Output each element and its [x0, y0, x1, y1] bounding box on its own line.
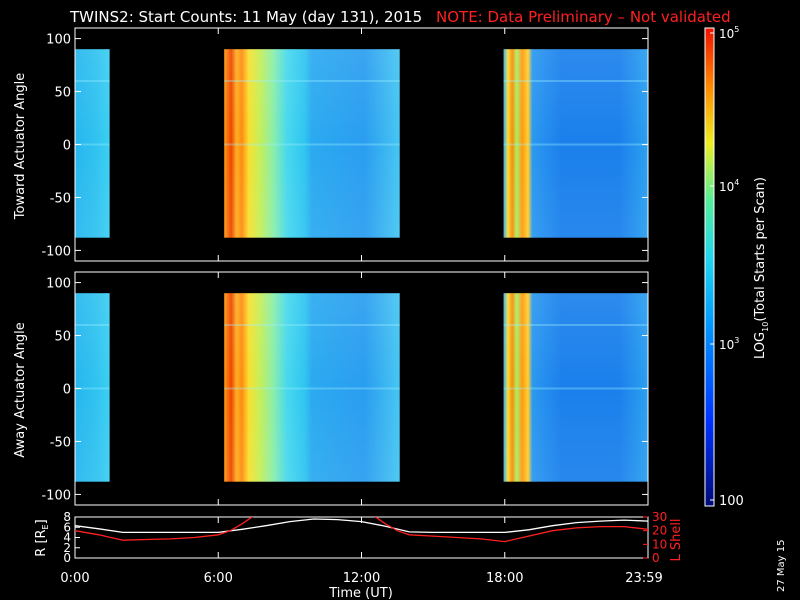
away-panel: 100 50 0 -50 -100 Away Actuator Angle [13, 271, 649, 506]
orbit-series-line [75, 517, 648, 543]
away-data-blocks [75, 293, 648, 482]
preliminary-note: NOTE: Data Preliminary – Not validated [436, 8, 731, 26]
orbit-left-tick-label: 8 [63, 510, 71, 524]
colorbar-gradient [704, 27, 715, 507]
away-data-block-shade [224, 293, 400, 482]
toward-y-axis-label: Toward Actuator Angle [13, 73, 28, 220]
orbit-left-label-end: ] [34, 519, 49, 524]
orbit-left-tick-label: 0 [63, 551, 71, 565]
colorbar-title: LOG10(Total Starts per Scan) [753, 177, 770, 359]
orbit-left-tick-label: 4 [63, 531, 71, 545]
toward-data-block-shade [75, 49, 110, 238]
colorbar-label-1e4: 104 [719, 178, 739, 194]
date-stamp: 27 May 15 [776, 540, 787, 592]
orbit-left-axis-label: R [RE] [34, 519, 50, 556]
away-y-tick-label: 50 [54, 330, 71, 345]
toward-panel: 100 50 0 -50 -100 Toward Actuator Angle [13, 27, 649, 262]
colorbar-label-1e5: 105 [719, 25, 739, 41]
toward-y-tick-label: 0 [63, 139, 71, 154]
toward-data-block-shade [503, 49, 648, 238]
page-title: TWINS2: Start Counts: 11 May (day 131), … [69, 8, 422, 26]
x-tick-label: 0:00 [60, 571, 89, 586]
toward-y-tick-label: -100 [41, 244, 71, 259]
orbit-left-label-sub: E [41, 524, 50, 529]
x-tick-label: 6:00 [204, 571, 233, 586]
toward-y-tick-label: 50 [54, 86, 71, 101]
away-y-ticks: 100 50 0 -50 -100 [41, 277, 648, 503]
x-axis-ticks: 0:00 6:00 12:00 18:00 23:59 [60, 28, 663, 586]
toward-data-blocks [75, 49, 648, 238]
orbit-right-tick-label: 30 [652, 510, 667, 524]
colorbar: 105 104 103 100 LOG10(Total Starts per S… [704, 25, 770, 509]
orbit-right-tick-label: 20 [652, 524, 667, 538]
toward-y-tick-label: -50 [50, 191, 71, 206]
toward-data-block-shade [224, 49, 400, 238]
orbit-left-label-main: R [R [34, 529, 49, 556]
colorbar-label-1e3: 103 [719, 336, 739, 352]
orbit-right-axis-label: L Shell [669, 518, 684, 561]
away-y-tick-label: -100 [41, 488, 71, 503]
away-data-block-shade [75, 293, 110, 482]
away-y-tick-label: 100 [46, 277, 71, 292]
away-data-block-shade [503, 293, 648, 482]
orbit-left-tick-label: 2 [63, 541, 71, 555]
x-tick-label: 23:59 [625, 571, 662, 586]
toward-y-ticks: 100 50 0 -50 -100 [41, 33, 648, 259]
away-y-axis-label: Away Actuator Angle [13, 322, 28, 457]
orbit-panel-frame [74, 516, 649, 559]
x-tick-label: 12:00 [343, 571, 380, 586]
orbit-right-tick-label: 0 [652, 551, 660, 565]
colorbar-label-100: 100 [719, 494, 744, 509]
toward-y-tick-label: 100 [46, 33, 71, 48]
away-y-tick-label: 0 [63, 383, 71, 398]
x-tick-label: 18:00 [486, 571, 523, 586]
orbit-left-tick-label: 6 [63, 520, 71, 534]
away-y-tick-label: -50 [50, 435, 71, 450]
orbit-right-tick-label: 10 [652, 537, 667, 551]
x-axis-label: Time (UT) [328, 586, 393, 600]
